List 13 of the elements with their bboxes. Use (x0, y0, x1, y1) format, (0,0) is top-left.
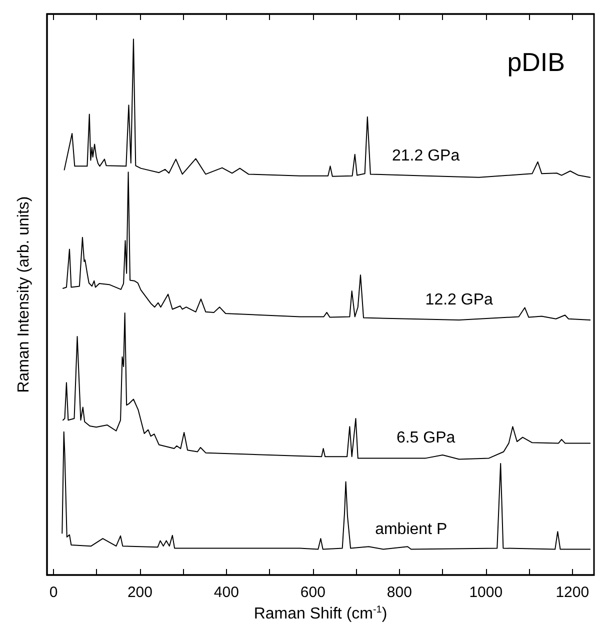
x-tick-label: 200 (127, 584, 152, 601)
x-tick-label: 800 (386, 584, 412, 601)
chart-title: pDIB (507, 47, 566, 77)
y-axis-title: Raman Intensity (arb. units) (16, 196, 32, 393)
x-tick-label: 1000 (469, 584, 503, 601)
series-label: ambient P (375, 520, 448, 538)
x-tick-label: 600 (300, 584, 326, 601)
series-label: 12.2 GPa (425, 291, 493, 308)
x-tick-label: 0 (49, 584, 58, 601)
x-tick-label: 1200 (556, 584, 590, 601)
series-label: 6.5 GPa (396, 430, 456, 447)
x-tick-label: 400 (214, 584, 239, 601)
series-label: 21.2 GPa (392, 147, 460, 164)
